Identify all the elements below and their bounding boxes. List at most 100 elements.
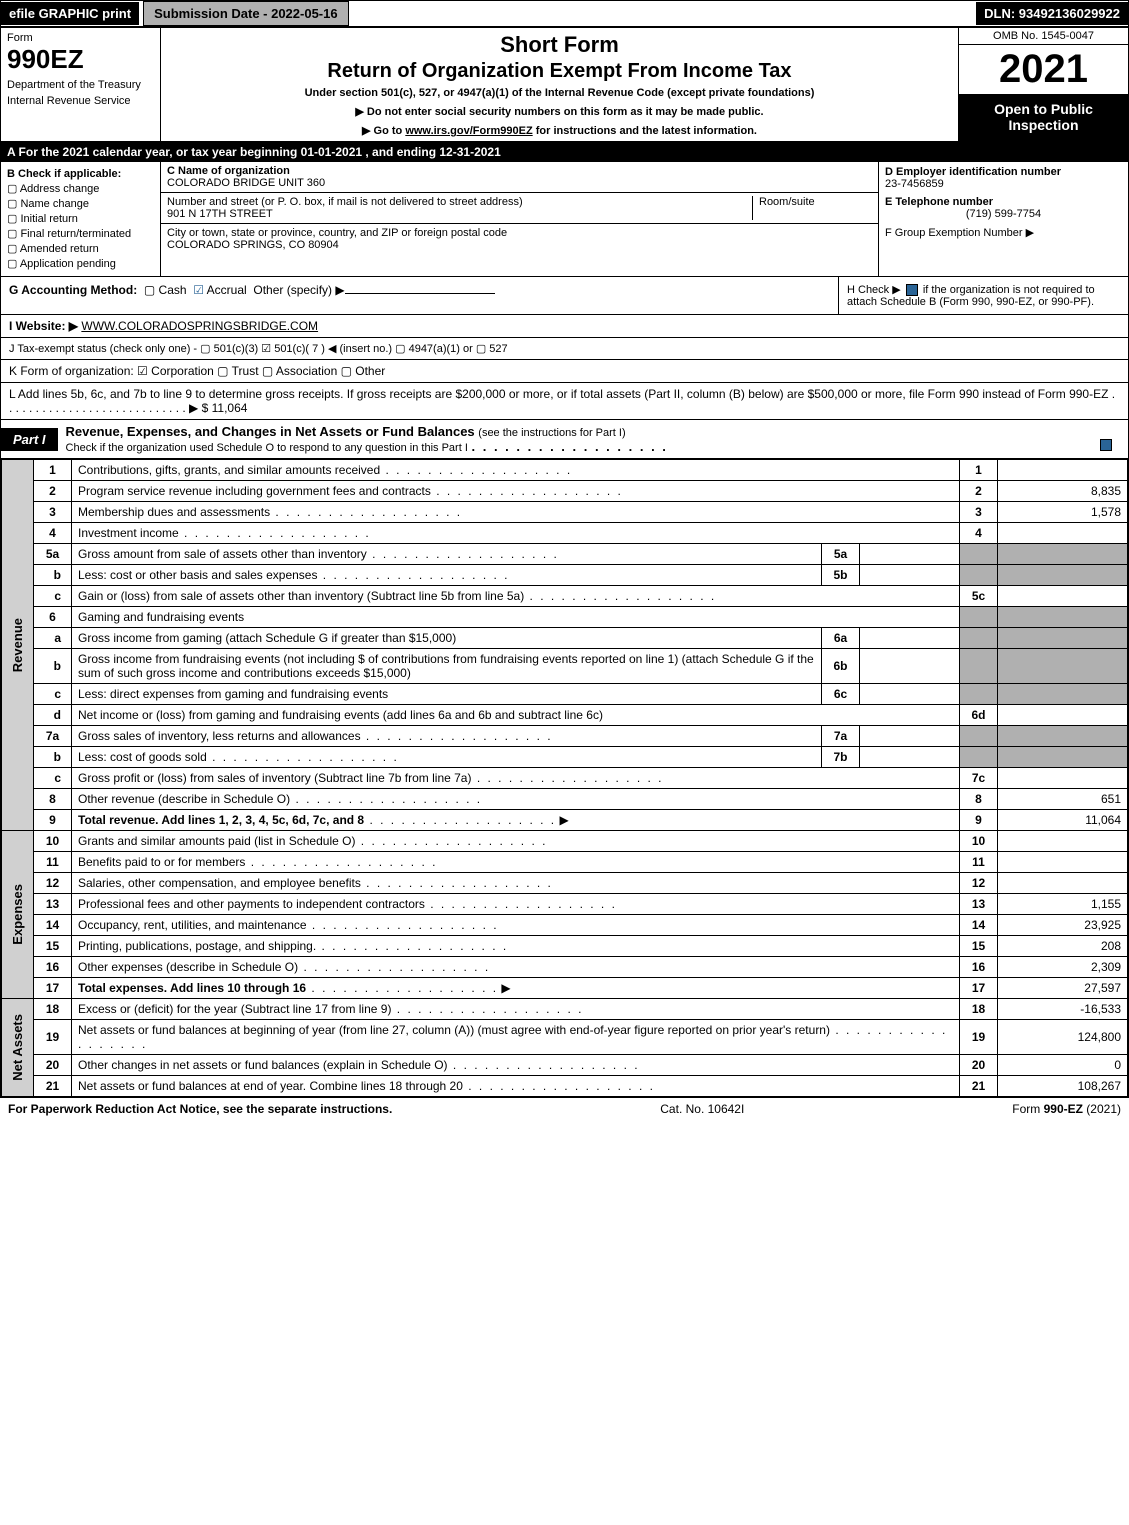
row-17-box: 17 — [960, 978, 998, 999]
short-form-title: Short Form — [169, 32, 950, 58]
row-5a-num: 5a — [34, 544, 72, 565]
form-header: Form 990EZ Department of the Treasury In… — [1, 28, 1128, 142]
line-h: H Check ▶ if the organization is not req… — [838, 277, 1128, 314]
row-5b-amt-shade — [998, 565, 1128, 586]
row-7a-shade — [960, 726, 998, 747]
org-name: COLORADO BRIDGE UNIT 360 — [167, 177, 325, 189]
chk-application-pending[interactable]: Application pending — [7, 257, 154, 270]
row-15-num: 15 — [34, 936, 72, 957]
row-21-desc: Net assets or fund balances at end of ye… — [72, 1076, 960, 1097]
row-7b-num: b — [34, 747, 72, 768]
chk-schedule-o[interactable] — [1100, 439, 1112, 451]
irs-link[interactable]: www.irs.gov/Form990EZ — [405, 125, 532, 137]
efile-button[interactable]: efile GRAPHIC print — [1, 2, 139, 25]
row-7c-box: 7c — [960, 768, 998, 789]
row-11-num: 11 — [34, 852, 72, 873]
line-i: I Website: ▶ WWW.COLORADOSPRINGSBRIDGE.C… — [1, 315, 1128, 338]
row-13-desc: Professional fees and other payments to … — [72, 894, 960, 915]
row-6-amt-shade — [998, 607, 1128, 628]
chk-name-change[interactable]: Name change — [7, 197, 154, 210]
line-j: J Tax-exempt status (check only one) - ▢… — [1, 338, 1128, 360]
g-other-blank[interactable] — [345, 293, 495, 294]
chk-initial-return[interactable]: Initial return — [7, 212, 154, 225]
row-10-amt — [998, 831, 1128, 852]
row-20-amt: 0 — [998, 1055, 1128, 1076]
row-21-box: 21 — [960, 1076, 998, 1097]
row-6d-desc: Net income or (loss) from gaming and fun… — [72, 705, 960, 726]
row-8-box: 8 — [960, 789, 998, 810]
row-2-box: 2 — [960, 481, 998, 502]
row-7b-inner-amt — [860, 747, 960, 768]
dept-treasury: Department of the Treasury — [7, 79, 154, 91]
row-11-desc: Benefits paid to or for members — [72, 852, 960, 873]
row-11-box: 11 — [960, 852, 998, 873]
row-6-num: 6 — [34, 607, 72, 628]
row-16-num: 16 — [34, 957, 72, 978]
note-goto: ▶ Go to www.irs.gov/Form990EZ for instru… — [169, 124, 950, 137]
row-6d-num: d — [34, 705, 72, 726]
l-amount: 11,064 — [212, 401, 248, 415]
row-7a-inner: 7a — [822, 726, 860, 747]
row-6c-amt-shade — [998, 684, 1128, 705]
row-6c-num: c — [34, 684, 72, 705]
row-6b-num: b — [34, 649, 72, 684]
header-left: Form 990EZ Department of the Treasury In… — [1, 28, 161, 141]
footer-right: Form 990-EZ (2021) — [1012, 1102, 1121, 1116]
row-9-amt: 11,064 — [998, 810, 1128, 831]
chk-cash[interactable]: Cash — [144, 283, 187, 297]
row-6a-inner-amt — [860, 628, 960, 649]
row-7c-num: c — [34, 768, 72, 789]
part1-sub: (see the instructions for Part I) — [478, 427, 625, 439]
row-6c-desc: Less: direct expenses from gaming and fu… — [72, 684, 822, 705]
row-2-desc: Program service revenue including govern… — [72, 481, 960, 502]
row-5c-num: c — [34, 586, 72, 607]
row-7a-inner-amt — [860, 726, 960, 747]
row-7c-desc: Gross profit or (loss) from sales of inv… — [72, 768, 960, 789]
row-7a-amt-shade — [998, 726, 1128, 747]
irs-label: Internal Revenue Service — [7, 95, 154, 107]
row-1-box: 1 — [960, 460, 998, 481]
org-street: 901 N 17TH STREET — [167, 208, 273, 220]
i-label: I Website: ▶ — [9, 319, 78, 333]
f-group-label: F Group Exemption Number ▶ — [885, 226, 1122, 239]
tax-year: 2021 — [959, 45, 1128, 95]
c-name-label: C Name of organization — [167, 165, 290, 177]
row-13-box: 13 — [960, 894, 998, 915]
row-15-desc: Printing, publications, postage, and shi… — [72, 936, 960, 957]
chk-schedule-b[interactable] — [906, 284, 918, 296]
row-2-num: 2 — [34, 481, 72, 502]
row-6b-shade — [960, 649, 998, 684]
chk-final-return[interactable]: Final return/terminated — [7, 227, 154, 240]
website-value[interactable]: WWW.COLORADOSPRINGSBRIDGE.COM — [81, 319, 318, 333]
submission-date: Submission Date - 2022-05-16 — [143, 1, 349, 26]
section-b: B Check if applicable: Address change Na… — [1, 162, 161, 276]
row-20-box: 20 — [960, 1055, 998, 1076]
row-21-amt: 108,267 — [998, 1076, 1128, 1097]
row-21-num: 21 — [34, 1076, 72, 1097]
room-suite-label: Room/suite — [759, 196, 815, 208]
row-7a-num: 7a — [34, 726, 72, 747]
row-1-num: 1 — [34, 460, 72, 481]
row-3-amt: 1,578 — [998, 502, 1128, 523]
chk-amended-return[interactable]: Amended return — [7, 242, 154, 255]
row-6a-num: a — [34, 628, 72, 649]
row-6b-inner: 6b — [822, 649, 860, 684]
row-20-num: 20 — [34, 1055, 72, 1076]
line-a: A For the 2021 calendar year, or tax yea… — [1, 142, 1128, 162]
chk-accrual[interactable]: Accrual — [193, 283, 246, 297]
footer-mid: Cat. No. 10642I — [660, 1102, 744, 1116]
row-7c-amt — [998, 768, 1128, 789]
row-6a-amt-shade — [998, 628, 1128, 649]
row-19-num: 19 — [34, 1020, 72, 1055]
row-9-desc: Total revenue. Add lines 1, 2, 3, 4, 5c,… — [72, 810, 960, 831]
row-15-amt: 208 — [998, 936, 1128, 957]
chk-address-change[interactable]: Address change — [7, 182, 154, 195]
part1-check-text: Check if the organization used Schedule … — [66, 442, 468, 454]
row-6a-desc: Gross income from gaming (attach Schedul… — [72, 628, 822, 649]
part1-table: Revenue 1 Contributions, gifts, grants, … — [1, 459, 1128, 1097]
row-10-box: 10 — [960, 831, 998, 852]
row-12-box: 12 — [960, 873, 998, 894]
row-11-amt — [998, 852, 1128, 873]
row-5c-box: 5c — [960, 586, 998, 607]
row-20-desc: Other changes in net assets or fund bala… — [72, 1055, 960, 1076]
